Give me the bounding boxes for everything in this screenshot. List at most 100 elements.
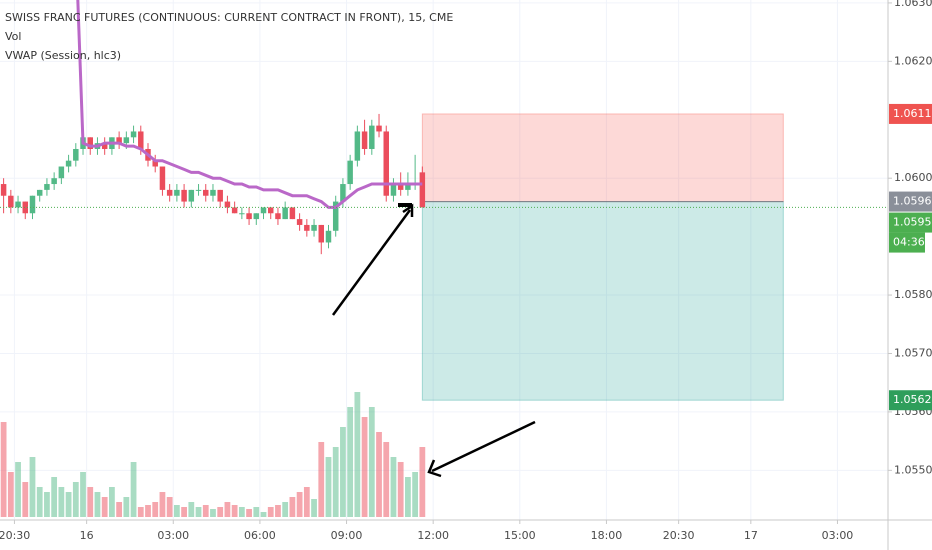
volume-bar bbox=[44, 492, 50, 517]
volume-bar bbox=[15, 462, 21, 517]
x-tick-label: 20:30 bbox=[663, 529, 695, 542]
volume-bar bbox=[159, 492, 166, 517]
volume-bar bbox=[282, 502, 289, 517]
chart-title: SWISS FRANC FUTURES (CONTINUOUS: CURRENT… bbox=[5, 11, 453, 24]
candle-body bbox=[181, 189, 187, 202]
volume-bar bbox=[368, 407, 375, 517]
volume-bar bbox=[152, 502, 159, 517]
x-tick-label: 09:00 bbox=[331, 529, 363, 542]
price-tag-label: 1.0611 bbox=[893, 107, 932, 120]
candle-body bbox=[73, 148, 79, 161]
candle-body bbox=[159, 166, 166, 190]
volume-bar bbox=[354, 392, 361, 517]
candle-body bbox=[116, 137, 122, 144]
candle-body bbox=[29, 195, 36, 214]
volume-bar bbox=[390, 457, 397, 517]
volume-bar bbox=[267, 507, 274, 517]
candle-body bbox=[340, 184, 346, 202]
volume-bar bbox=[101, 497, 108, 517]
volume-bar bbox=[340, 427, 346, 517]
candle-body bbox=[347, 160, 353, 185]
candle-body bbox=[311, 224, 317, 231]
volume-bar bbox=[246, 509, 252, 517]
volume-bar bbox=[405, 477, 411, 517]
y-tick-label: 1.0570 bbox=[894, 346, 932, 359]
volume-bar bbox=[253, 507, 260, 517]
target-zone bbox=[421, 201, 784, 401]
volume-bar bbox=[137, 507, 144, 517]
y-tick-label: 1.0600 bbox=[894, 171, 932, 184]
volume-bar bbox=[145, 505, 151, 517]
x-tick-label: 17 bbox=[744, 529, 758, 542]
price-tag bbox=[889, 212, 932, 233]
volume-bar bbox=[311, 499, 317, 517]
candle-body bbox=[44, 184, 50, 190]
volume-bar bbox=[296, 492, 303, 517]
candle-body bbox=[174, 189, 180, 196]
candle-body bbox=[195, 189, 202, 191]
x-tick-label: 03:00 bbox=[157, 529, 189, 542]
candle-body bbox=[376, 125, 382, 132]
candle-body bbox=[260, 207, 267, 214]
volume-bar bbox=[94, 492, 101, 517]
candle-body bbox=[419, 172, 426, 208]
price-tag-label: 1.0562 bbox=[893, 393, 932, 406]
volume-bar bbox=[332, 447, 339, 517]
candle-body bbox=[36, 189, 43, 196]
candle-body bbox=[210, 189, 216, 196]
candle-body bbox=[217, 189, 223, 202]
candle-body bbox=[101, 143, 108, 149]
x-tick-label: 20:30 bbox=[0, 529, 30, 542]
volume-bar bbox=[376, 432, 382, 517]
indicator-label: VWAP (Session, hlc3) bbox=[5, 49, 121, 62]
arrow bbox=[331, 209, 412, 316]
volume-bar bbox=[202, 505, 209, 517]
candle-body bbox=[246, 213, 252, 220]
candle-body bbox=[22, 201, 29, 214]
candle-body bbox=[304, 224, 310, 231]
candle-body bbox=[166, 189, 173, 196]
price-tag-label: 1.0596 bbox=[893, 195, 932, 208]
price-tag-label: 1.0595 bbox=[893, 216, 932, 229]
countdown-label: 04:36 bbox=[893, 236, 925, 249]
volume-bar bbox=[238, 507, 245, 517]
candle-body bbox=[253, 213, 260, 220]
candle-body bbox=[267, 207, 274, 214]
volume-bar bbox=[7, 472, 14, 517]
volume-bar bbox=[123, 497, 130, 517]
volume-bar bbox=[166, 497, 173, 517]
y-tick-label: 1.0580 bbox=[894, 288, 932, 301]
x-tick-label: 06:00 bbox=[244, 529, 276, 542]
candle-body bbox=[383, 131, 389, 196]
volume-bar bbox=[361, 417, 368, 517]
volume-bar bbox=[22, 482, 29, 517]
volume-bar bbox=[116, 502, 123, 517]
volume-bar bbox=[181, 507, 187, 517]
volume-bar bbox=[130, 462, 137, 517]
candle-body bbox=[188, 189, 195, 202]
arrow bbox=[431, 420, 536, 473]
candle-body bbox=[318, 224, 325, 243]
candle-body bbox=[87, 137, 93, 149]
y-tick-label: 1.0620 bbox=[894, 54, 932, 67]
candle-body bbox=[8, 195, 14, 208]
volume-bar bbox=[51, 477, 58, 517]
volume-bar bbox=[303, 487, 310, 517]
candle-body bbox=[224, 201, 231, 208]
countdown-tag bbox=[889, 232, 925, 253]
volume-bar bbox=[188, 502, 195, 517]
stop-zone bbox=[421, 113, 784, 203]
candle-body bbox=[354, 131, 361, 161]
volume-bar bbox=[36, 487, 43, 517]
candle-body bbox=[152, 160, 158, 167]
candle-body bbox=[231, 207, 238, 214]
volume-bar bbox=[217, 507, 224, 517]
candle-body bbox=[325, 230, 332, 243]
volume-bar bbox=[325, 457, 332, 517]
volume-bar bbox=[29, 457, 36, 517]
candle-body bbox=[51, 178, 57, 185]
volume-bar bbox=[231, 505, 238, 517]
price-tag bbox=[889, 390, 932, 411]
volume-bar bbox=[347, 407, 354, 517]
